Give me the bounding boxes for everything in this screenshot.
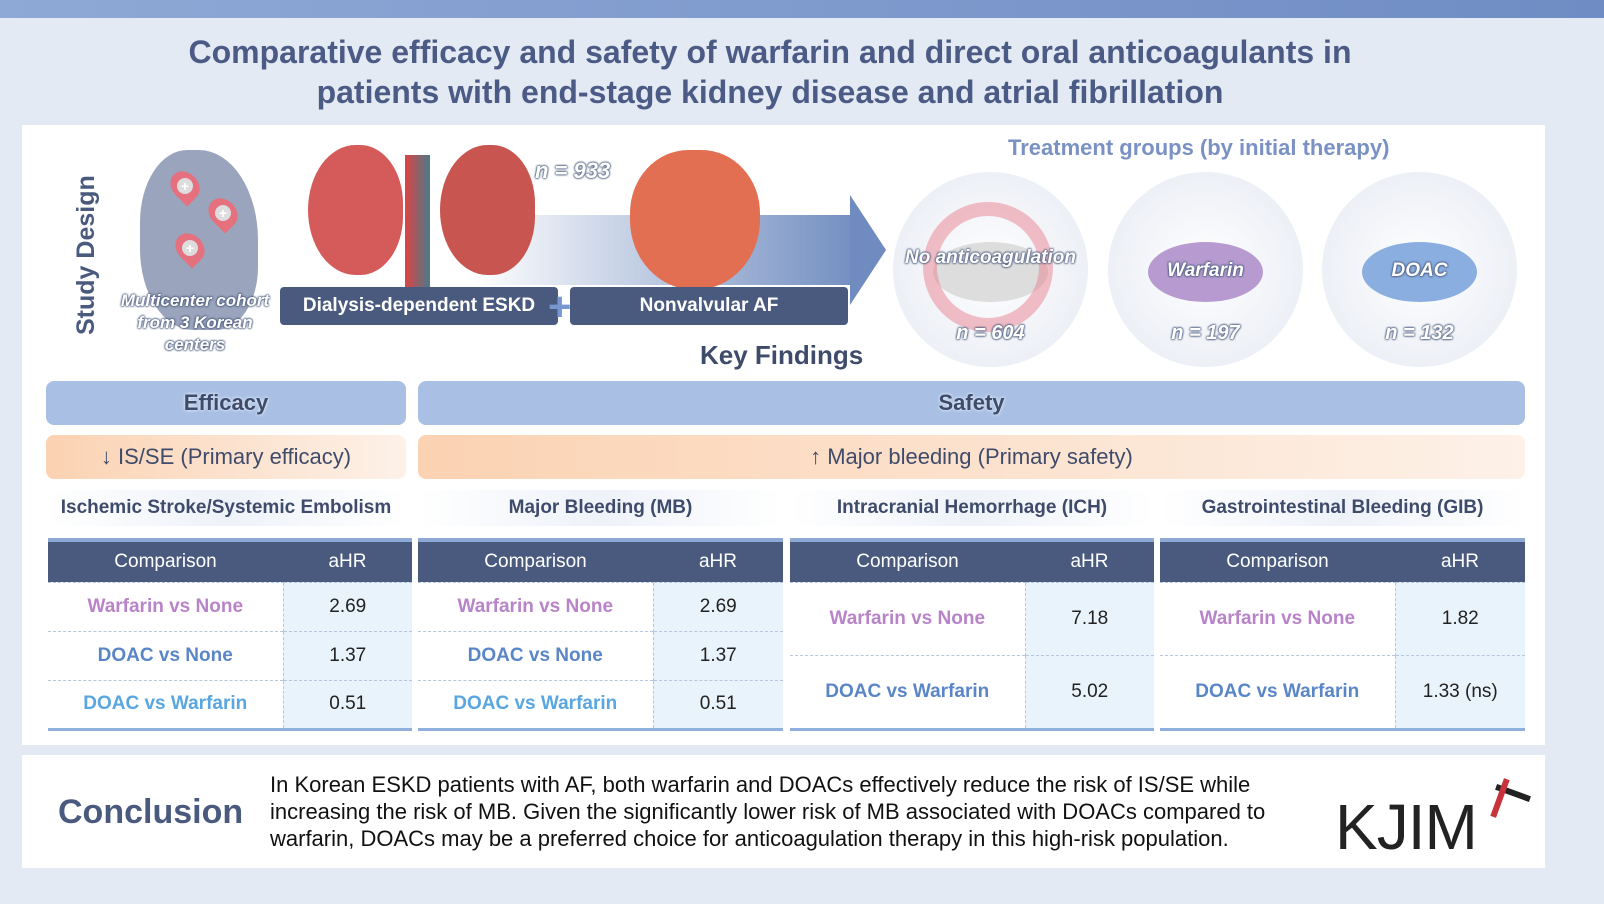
comparison: Warfarin vs None: [1160, 581, 1395, 655]
group-label: Warfarin: [1167, 260, 1244, 281]
col-header: aHR: [1395, 538, 1525, 582]
table-title: Intracranial Hemorrhage (ICH): [790, 490, 1154, 526]
comparison: DOAC vs None: [418, 630, 653, 680]
comparison: DOAC vs Warfarin: [1160, 654, 1395, 729]
col-header: Comparison: [418, 538, 653, 582]
comparison: Warfarin vs None: [790, 581, 1025, 655]
ahr: 1.37: [652, 630, 783, 680]
eskd-box: Dialysis-dependent ESKD: [280, 287, 558, 325]
ahr: 0.51: [652, 679, 783, 729]
comparison: DOAC vs None: [48, 630, 283, 680]
table-row: Warfarin vs None 2.69: [418, 581, 783, 631]
treatment-groups-heading: Treatment groups (by initial therapy): [1008, 135, 1390, 160]
table-title: Major Bleeding (MB): [418, 490, 783, 526]
group-no-anticoagulation: No anticoagulation n = 604: [893, 172, 1088, 367]
group-n: n = 132: [1385, 322, 1454, 344]
ahr: 1.33 (ns): [1394, 654, 1525, 729]
conclusion-panel: [22, 755, 1545, 868]
conclusion-text: In Korean ESKD patients with AF, both wa…: [270, 772, 1266, 851]
diseased-kidney-icon: [440, 145, 535, 275]
table-row: DOAC vs None 1.37: [418, 630, 783, 680]
title-line-2: patients with end-stage kidney disease a…: [316, 74, 1224, 110]
ahr: 7.18: [1024, 581, 1154, 655]
top-bar: [0, 0, 1604, 18]
group-n: n = 604: [956, 322, 1025, 344]
comparison: Warfarin vs None: [418, 581, 653, 631]
table-row: DOAC vs Warfarin 0.51: [418, 679, 783, 729]
comparison: DOAC vs Warfarin: [790, 654, 1025, 729]
table-title: Gastrointestinal Bleeding (GIB): [1160, 490, 1525, 526]
blood-vessels-icon: [405, 155, 430, 290]
arrow-head-icon: [850, 195, 886, 305]
ahr: 0.51: [282, 679, 412, 729]
safety-header: Safety: [418, 381, 1525, 425]
col-header: Comparison: [48, 538, 283, 582]
comparison: Warfarin vs None: [48, 581, 283, 631]
title-line-1: Comparative efficacy and safety of warfa…: [188, 34, 1352, 70]
table-row: DOAC vs Warfarin 1.33 (ns): [1160, 654, 1525, 729]
group-doac: DOAC n = 132: [1322, 172, 1517, 367]
plus-icon: +: [548, 285, 572, 329]
pill-icon: [1362, 242, 1477, 302]
study-design-label: Study Design: [72, 175, 100, 335]
comparison: DOAC vs Warfarin: [418, 679, 653, 729]
col-header: Comparison: [790, 538, 1025, 582]
comparison: DOAC vs Warfarin: [48, 679, 283, 729]
efficacy-header: Efficacy: [46, 381, 406, 425]
ahr: 5.02: [1024, 654, 1154, 729]
group-label: No anticoagulation: [905, 247, 1076, 268]
col-header: aHR: [1025, 538, 1154, 582]
table-row: DOAC vs Warfarin 0.51: [48, 679, 412, 729]
kjim-logo: KJIM: [1335, 791, 1478, 863]
col-header: aHR: [653, 538, 783, 582]
af-box: Nonvalvular AF: [570, 287, 848, 325]
ahr: 2.69: [652, 581, 783, 631]
table-row: Warfarin vs None 7.18: [790, 581, 1154, 655]
ich-table: Comparison aHR Warfarin vs None 7.18 DOAC …: [790, 538, 1154, 731]
table-row: Warfarin vs None 1.82: [1160, 581, 1525, 655]
table-row: Warfarin vs None 2.69: [48, 581, 412, 631]
total-n: n = 933: [535, 158, 611, 183]
col-header: aHR: [283, 538, 412, 582]
group-label: DOAC: [1391, 260, 1448, 281]
safety-summary: ↑ Major bleeding (Primary safety): [418, 435, 1525, 479]
ahr: 1.37: [282, 630, 412, 680]
key-findings-heading: Key Findings: [700, 340, 864, 370]
heart-icon: [630, 150, 760, 290]
group-n: n = 197: [1171, 322, 1240, 344]
ahr: 2.69: [282, 581, 412, 631]
table-row: DOAC vs Warfarin 5.02: [790, 654, 1154, 729]
isse-table: Comparison aHR Warfarin vs None 2.69 DOAC …: [48, 538, 412, 731]
table-row: DOAC vs None 1.37: [48, 630, 412, 680]
cohort-description: Multicenter cohort from 3 Korean centers: [120, 291, 270, 354]
pill-icon: [1148, 242, 1263, 302]
mb-table: Comparison aHR Warfarin vs None 2.69 DOAC …: [418, 538, 783, 731]
group-warfarin: Warfarin n = 197: [1108, 172, 1303, 367]
conclusion-heading: Conclusion: [58, 793, 244, 831]
table-title: Ischemic Stroke/Systemic Embolism: [46, 490, 406, 526]
gib-table: Comparison aHR Warfarin vs None 1.82 DOAC …: [1160, 538, 1525, 731]
col-header: Comparison: [1160, 538, 1395, 582]
kidney-icon: [308, 145, 403, 275]
page-title: Comparative efficacy and safety of warfa…: [0, 32, 1540, 112]
efficacy-summary: ↓ IS/SE (Primary efficacy): [46, 435, 406, 479]
ahr: 1.82: [1394, 581, 1525, 655]
